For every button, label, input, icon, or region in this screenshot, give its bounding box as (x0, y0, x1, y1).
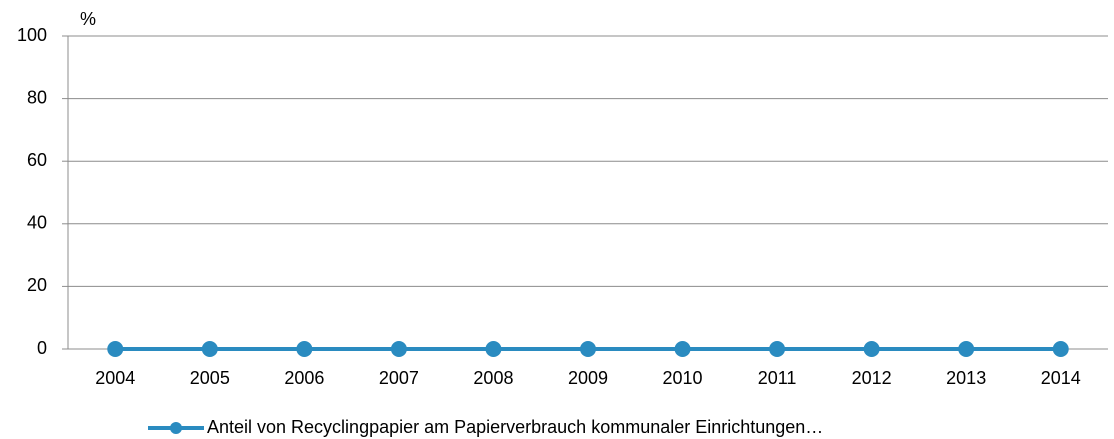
y-tick-label: 100 (17, 25, 47, 45)
x-tick-label: 2004 (95, 368, 135, 388)
data-point (1052, 341, 1069, 357)
legend-label: Anteil von Recyclingpapier am Papierverb… (207, 417, 823, 437)
x-tick-label: 2008 (473, 368, 513, 388)
data-point (296, 341, 313, 357)
x-tick-label: 2007 (379, 368, 419, 388)
y-tick-label: 0 (37, 338, 47, 358)
y-tick-label: 40 (27, 213, 47, 233)
data-point (769, 341, 786, 357)
y-tick-label: 60 (27, 150, 47, 170)
data-point (674, 341, 691, 357)
x-tick-label: 2005 (190, 368, 230, 388)
x-tick-label: 2006 (284, 368, 324, 388)
x-tick-label: 2009 (568, 368, 608, 388)
data-point (485, 341, 502, 357)
x-tick-label: 2013 (946, 368, 986, 388)
x-tick-label: 2010 (663, 368, 703, 388)
data-point (958, 341, 975, 357)
data-point (107, 341, 124, 357)
y-tick-label: 20 (27, 275, 47, 295)
x-tick-label: 2011 (758, 368, 797, 388)
data-point (390, 341, 407, 357)
y-axis-unit: % (80, 9, 96, 29)
data-point (201, 341, 218, 357)
y-tick-label: 80 (27, 87, 47, 107)
x-tick-label: 2014 (1041, 368, 1081, 388)
legend-marker (170, 422, 182, 434)
data-point (580, 341, 596, 357)
data-point (863, 341, 880, 357)
x-tick-label: 2012 (852, 368, 892, 388)
